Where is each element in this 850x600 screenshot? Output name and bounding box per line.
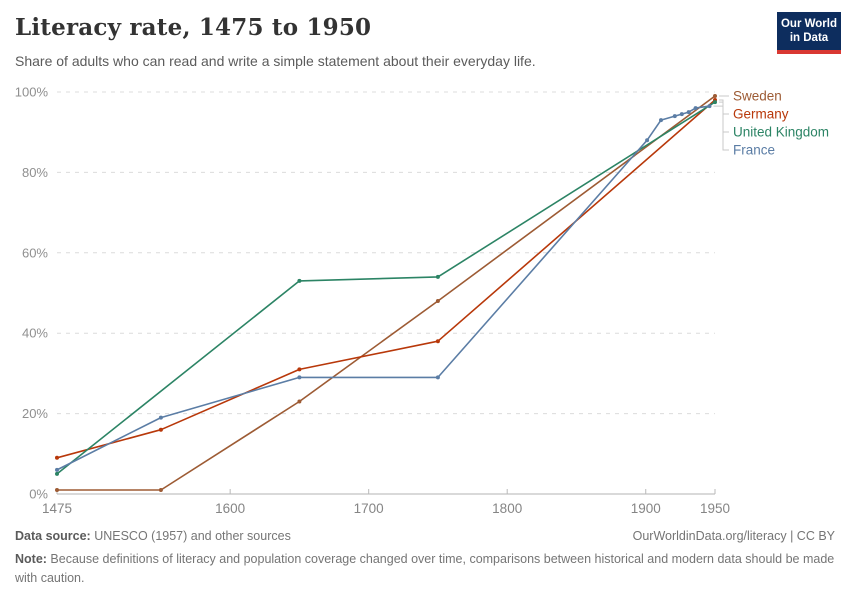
point-sweden-1950[interactable] [713, 94, 717, 98]
x-tick-label-1600: 1600 [215, 501, 245, 516]
chart-title: Literacy rate, 1475 to 1950 [15, 14, 372, 41]
chart-note-label: Note: [15, 552, 47, 566]
point-germany-1650[interactable] [297, 367, 302, 372]
chart-subtitle: Share of adults who can read and write a… [15, 53, 536, 69]
point-france-1475[interactable] [55, 467, 59, 472]
y-tick-label-60: 60% [22, 245, 48, 260]
chart-footer: Data source: UNESCO (1957) and other sou… [15, 529, 835, 588]
point-france-1750[interactable] [435, 375, 440, 380]
owid-logo-line2: in Data [789, 32, 829, 44]
point-sweden-1650[interactable] [297, 399, 302, 404]
point-united-kingdom-1750[interactable] [435, 274, 440, 279]
point-sweden-1475[interactable] [55, 488, 59, 492]
point-sweden-1750[interactable] [435, 299, 440, 303]
point-sweden-1550[interactable] [158, 488, 163, 492]
point-united-kingdom-1650[interactable] [297, 278, 302, 283]
point-france-1911[interactable] [659, 118, 663, 123]
legend-label-france[interactable]: France [733, 143, 775, 158]
y-tick-label-40: 40% [22, 326, 48, 341]
data-source-label: Data source: [15, 529, 91, 543]
chart-note: Note: Because definitions of literacy an… [15, 550, 835, 588]
legend-label-germany[interactable]: Germany [733, 107, 789, 122]
owid-logo[interactable]: Our World in Data [777, 12, 841, 54]
point-france-1931[interactable] [686, 110, 691, 115]
x-tick-label-1475: 1475 [42, 501, 72, 516]
point-france-1901[interactable] [645, 138, 650, 143]
x-tick-label-1950: 1950 [700, 501, 730, 516]
y-tick-label-80: 80% [22, 165, 48, 180]
data-source: Data source: UNESCO (1957) and other sou… [15, 529, 291, 543]
owid-link[interactable]: OurWorldinData.org/literacy | CC BY [632, 529, 835, 543]
point-france-1550[interactable] [158, 415, 163, 420]
legend-label-sweden[interactable]: Sweden [733, 89, 782, 104]
x-tick-label-1900: 1900 [631, 501, 661, 516]
point-france-1650[interactable] [297, 375, 302, 380]
point-france-1926[interactable] [679, 112, 684, 117]
legend-label-united-kingdom[interactable]: United Kingdom [733, 125, 829, 140]
point-france-1936[interactable] [693, 106, 698, 111]
line-france[interactable] [56, 105, 711, 471]
chart-note-text: Because definitions of literacy and popu… [15, 552, 835, 585]
point-france-1946[interactable] [707, 104, 712, 109]
point-germany-1475[interactable] [55, 455, 59, 460]
line-chart-canvas[interactable]: 0% 20% 40% 60% 80% 100% 1475 1600 1700 1800 1900 19… [0, 0, 850, 528]
line-united-kingdom[interactable] [56, 101, 716, 475]
owid-logo-line1: Our World [780, 17, 837, 30]
point-united-kingdom-1950[interactable] [713, 100, 717, 105]
x-tick-label-1800: 1800 [492, 501, 522, 516]
point-france-1921[interactable] [672, 114, 677, 119]
point-germany-1750[interactable] [435, 339, 440, 344]
y-tick-label-0: 0% [29, 487, 48, 502]
legend-connector-france [713, 105, 729, 151]
data-source-text: UNESCO (1957) and other sources [90, 529, 291, 543]
point-germany-1550[interactable] [158, 427, 163, 432]
y-tick-label-20: 20% [22, 406, 48, 421]
y-tick-label-100: 100% [15, 85, 49, 100]
point-united-kingdom-1475[interactable] [55, 471, 59, 476]
x-tick-label-1700: 1700 [354, 501, 384, 516]
